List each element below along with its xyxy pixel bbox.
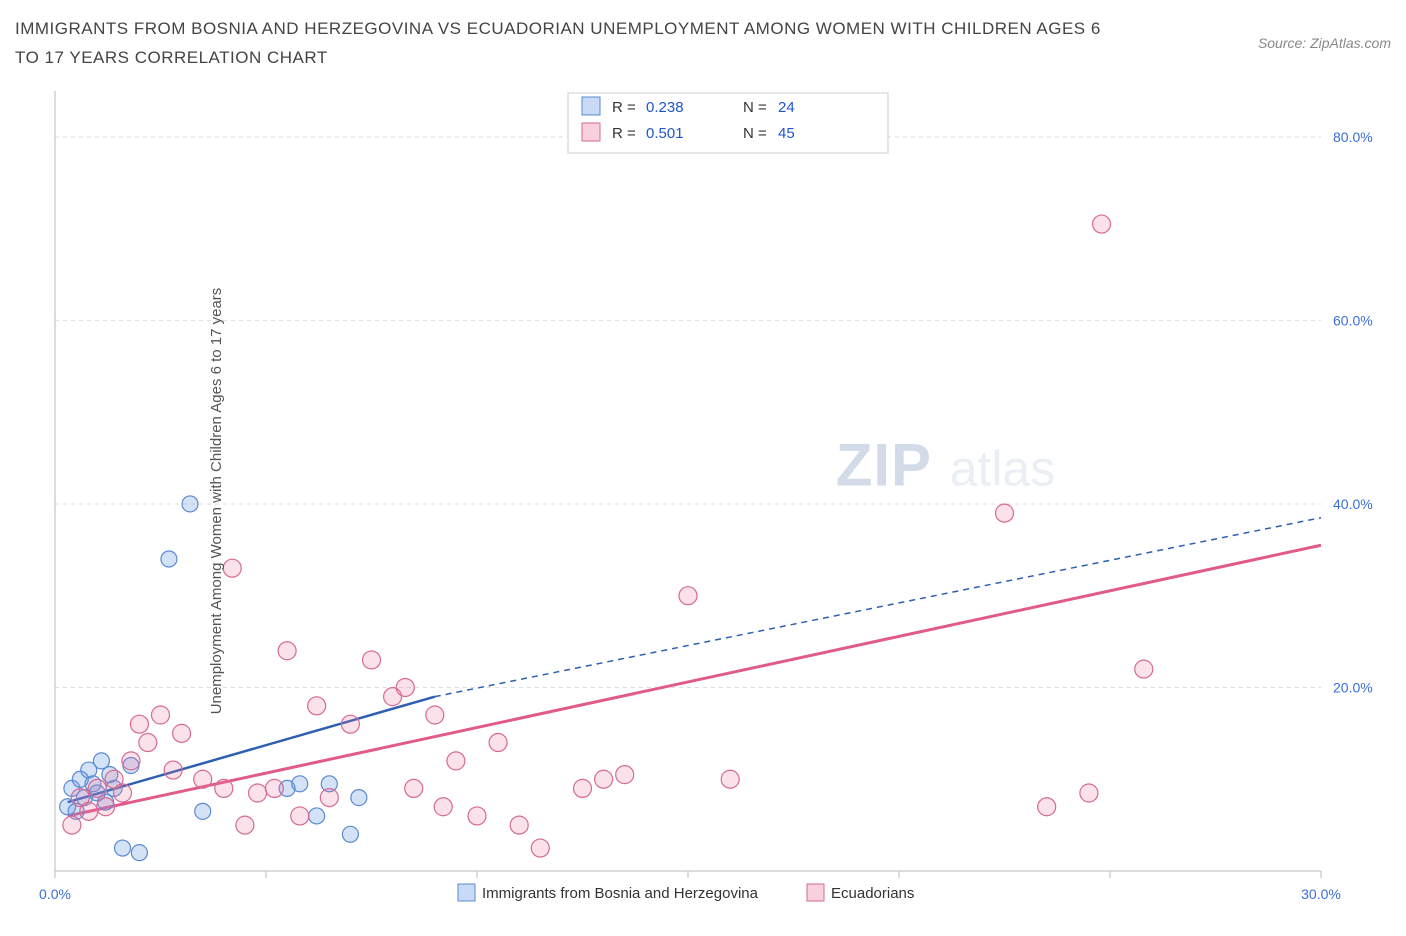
trend-line: [68, 545, 1321, 816]
legend-label: Immigrants from Bosnia and Herzegovina: [482, 885, 759, 902]
data-point: [63, 816, 81, 834]
data-point: [152, 706, 170, 724]
data-point: [194, 770, 212, 788]
data-point: [574, 779, 592, 797]
x-tick-label: 0.0%: [39, 886, 71, 902]
source-attribution: Source: ZipAtlas.com: [1258, 35, 1391, 51]
data-point: [510, 816, 528, 834]
data-point: [721, 770, 739, 788]
legend-label: Ecuadorians: [831, 885, 914, 902]
legend-swatch: [807, 884, 824, 901]
data-point: [426, 706, 444, 724]
data-point: [130, 715, 148, 733]
watermark: atlas: [950, 440, 1056, 496]
stats-r-value: 0.501: [646, 125, 684, 142]
data-point: [489, 733, 507, 751]
data-point: [531, 839, 549, 857]
stats-n-label: N =: [743, 125, 767, 142]
data-point: [93, 753, 109, 769]
y-tick-label: 60.0%: [1333, 312, 1373, 328]
data-point: [309, 808, 325, 824]
data-point: [351, 789, 367, 805]
data-point: [396, 678, 414, 696]
data-point: [308, 697, 326, 715]
data-point: [1038, 798, 1056, 816]
data-point: [131, 844, 147, 860]
data-point: [80, 802, 98, 820]
data-point: [1080, 784, 1098, 802]
stats-swatch: [582, 123, 600, 141]
data-point: [265, 779, 283, 797]
data-point: [223, 559, 241, 577]
data-point: [292, 776, 308, 792]
y-tick-label: 20.0%: [1333, 679, 1373, 695]
data-point: [447, 752, 465, 770]
legend-swatch: [458, 884, 475, 901]
stats-n-value: 45: [778, 125, 795, 142]
stats-swatch: [582, 97, 600, 115]
data-point: [236, 816, 254, 834]
data-point: [434, 798, 452, 816]
data-point: [173, 724, 191, 742]
data-point: [468, 807, 486, 825]
data-point: [679, 586, 697, 604]
x-tick-label: 30.0%: [1301, 886, 1341, 902]
data-point: [215, 779, 233, 797]
data-point: [342, 826, 358, 842]
data-point: [122, 752, 140, 770]
data-point: [291, 807, 309, 825]
data-point: [405, 779, 423, 797]
data-point: [1135, 660, 1153, 678]
data-point: [115, 840, 131, 856]
data-point: [616, 765, 634, 783]
y-axis-label: Unemployment Among Women with Children A…: [208, 287, 225, 714]
data-point: [595, 770, 613, 788]
stats-r-value: 0.238: [646, 99, 684, 116]
data-point: [341, 715, 359, 733]
chart-title: IMMIGRANTS FROM BOSNIA AND HERZEGOVINA V…: [15, 15, 1115, 73]
data-point: [97, 798, 115, 816]
watermark: ZIP: [836, 431, 932, 498]
y-tick-label: 80.0%: [1333, 129, 1373, 145]
data-point: [249, 784, 267, 802]
stats-r-label: R =: [612, 99, 636, 116]
stats-r-label: R =: [612, 125, 636, 142]
stats-n-label: N =: [743, 99, 767, 116]
data-point: [164, 761, 182, 779]
data-point: [139, 733, 157, 751]
data-point: [161, 551, 177, 567]
data-point: [1093, 215, 1111, 233]
data-point: [88, 779, 106, 797]
data-point: [363, 651, 381, 669]
data-point: [320, 788, 338, 806]
data-point: [278, 642, 296, 660]
stats-n-value: 24: [778, 99, 795, 116]
trend-line-dash: [435, 517, 1321, 696]
data-point: [182, 496, 198, 512]
data-point: [996, 504, 1014, 522]
y-tick-label: 40.0%: [1333, 496, 1373, 512]
data-point: [114, 784, 132, 802]
data-point: [195, 803, 211, 819]
